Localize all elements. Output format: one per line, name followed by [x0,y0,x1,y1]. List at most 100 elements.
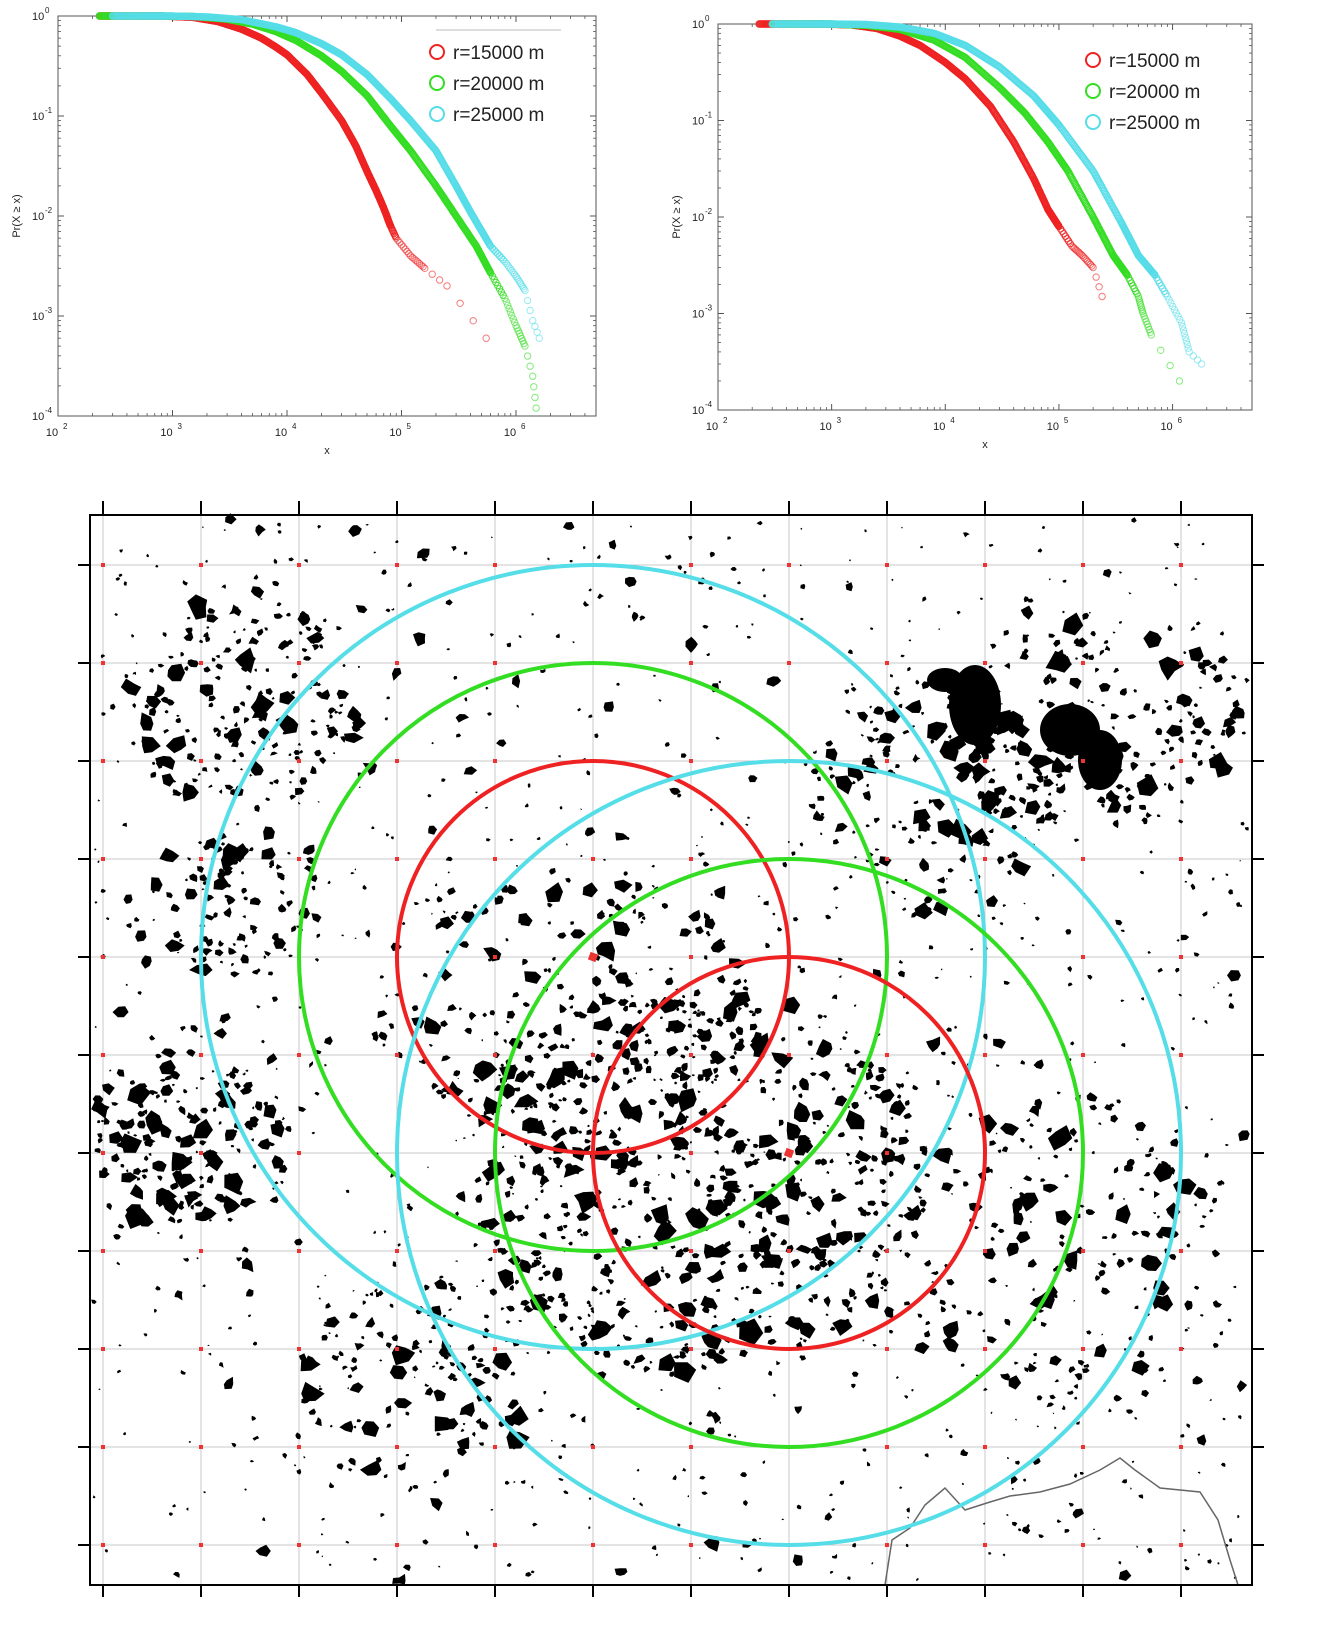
habitat-patch [1112,631,1116,634]
habitat-patch [677,1302,697,1317]
habitat-patch [616,682,620,686]
habitat-patch [1225,686,1232,692]
habitat-patch [241,1257,254,1273]
habitat-patch [990,1236,995,1241]
habitat-patch [795,1244,813,1254]
habitat-patch [1131,1460,1135,1464]
habitat-patch [219,1362,224,1368]
habitat-patch [1222,1417,1226,1421]
habitat-patch [481,1279,485,1282]
habitat-patch [831,1087,836,1091]
habitat-patch [1120,1043,1126,1048]
habitat-patch [205,559,208,563]
habitat-patch [583,1073,591,1080]
habitat-patch [652,896,655,899]
habitat-patch [753,1250,762,1260]
habitat-patch [328,1482,335,1489]
habitat-patch [341,934,344,937]
plot-right-x-axis-label: x [982,439,988,451]
habitat-patch [852,1542,857,1548]
habitat-patch [530,1250,542,1257]
habitat-patch [141,955,152,969]
habitat-patch [918,1196,923,1199]
habitat-patch [569,1326,574,1331]
data-point [506,308,515,316]
habitat-patch [1216,1180,1223,1186]
habitat-patch [1002,1553,1006,1557]
x-tick-exponent: 6 [1178,416,1183,425]
habitat-patch [429,1044,433,1047]
habitat-patch [1003,980,1011,985]
data-point [456,299,464,307]
habitat-patch [867,1068,872,1073]
habitat-patch [538,1407,544,1413]
habitat-patch [1112,1253,1117,1256]
habitat-patch [615,832,628,841]
data-point [394,236,402,245]
habitat-patch [100,654,106,659]
habitat-patch [174,1290,183,1301]
habitat-patch [951,1095,955,1098]
habitat-patch [583,1230,589,1237]
habitat-patch [815,1039,833,1058]
habitat-patch [867,1200,876,1206]
habitat-patch [1037,1157,1041,1160]
habitat-patch [816,1232,833,1248]
habitat-patch [1236,902,1241,907]
habitat-patch [1135,1138,1139,1141]
habitat-patch [1197,1471,1201,1474]
x-tick-exponent: 4 [292,422,297,431]
habitat-patch [546,1350,551,1355]
habitat-patch [445,950,450,954]
habitat-patch [914,1342,930,1355]
habitat-patch [518,635,522,639]
habitat-patch [524,1107,528,1110]
habitat-patch [1187,868,1194,875]
habitat-patch [324,1036,333,1046]
habitat-patch [518,1259,532,1274]
habitat-patch [1010,1186,1013,1189]
habitat-patch [701,836,703,838]
habitat-patch [516,704,519,708]
habitat-patch [1035,916,1040,921]
habitat-patch [752,1287,762,1294]
y-tick-exponent: -3 [705,304,713,313]
habitat-patch [320,1533,324,1536]
habitat-patch [365,523,369,526]
data-point [401,245,409,253]
habitat-patch [273,779,279,785]
habitat-patch [757,1567,762,1573]
habitat-patch [1063,810,1066,813]
habitat-patch [316,1049,322,1054]
habitat-patch [853,1296,857,1300]
habitat-patch [201,888,205,891]
data-point [399,243,408,251]
x-tick-label: 10 [275,427,287,439]
habitat-patch [672,1474,677,1481]
habitat-patch [1010,1475,1018,1485]
data-point [1197,360,1206,368]
habitat-patch [750,1153,755,1158]
habitat-patch [1155,1157,1158,1160]
habitat-patch [628,604,631,609]
habitat-patch [315,958,319,962]
legend-label-r20000: r=20000 m [453,74,544,95]
data-point [1183,340,1192,349]
habitat-patch [824,1512,833,1521]
habitat-patch [422,972,428,978]
habitat-patch [356,1419,362,1423]
habitat-patch [1192,715,1195,719]
habitat-patch [505,1480,510,1485]
habitat-patch [772,912,776,916]
habitat-patch [860,734,864,737]
habitat-patch [182,1257,190,1262]
x-tick-label: 10 [1047,421,1059,433]
habitat-patch [155,564,159,568]
habitat-patch [713,1134,723,1142]
habitat-patch [851,686,857,692]
habitat-patch [1228,993,1233,997]
habitat-patch [715,736,720,740]
habitat-patch [318,1297,321,1300]
habitat-patch [450,915,457,921]
